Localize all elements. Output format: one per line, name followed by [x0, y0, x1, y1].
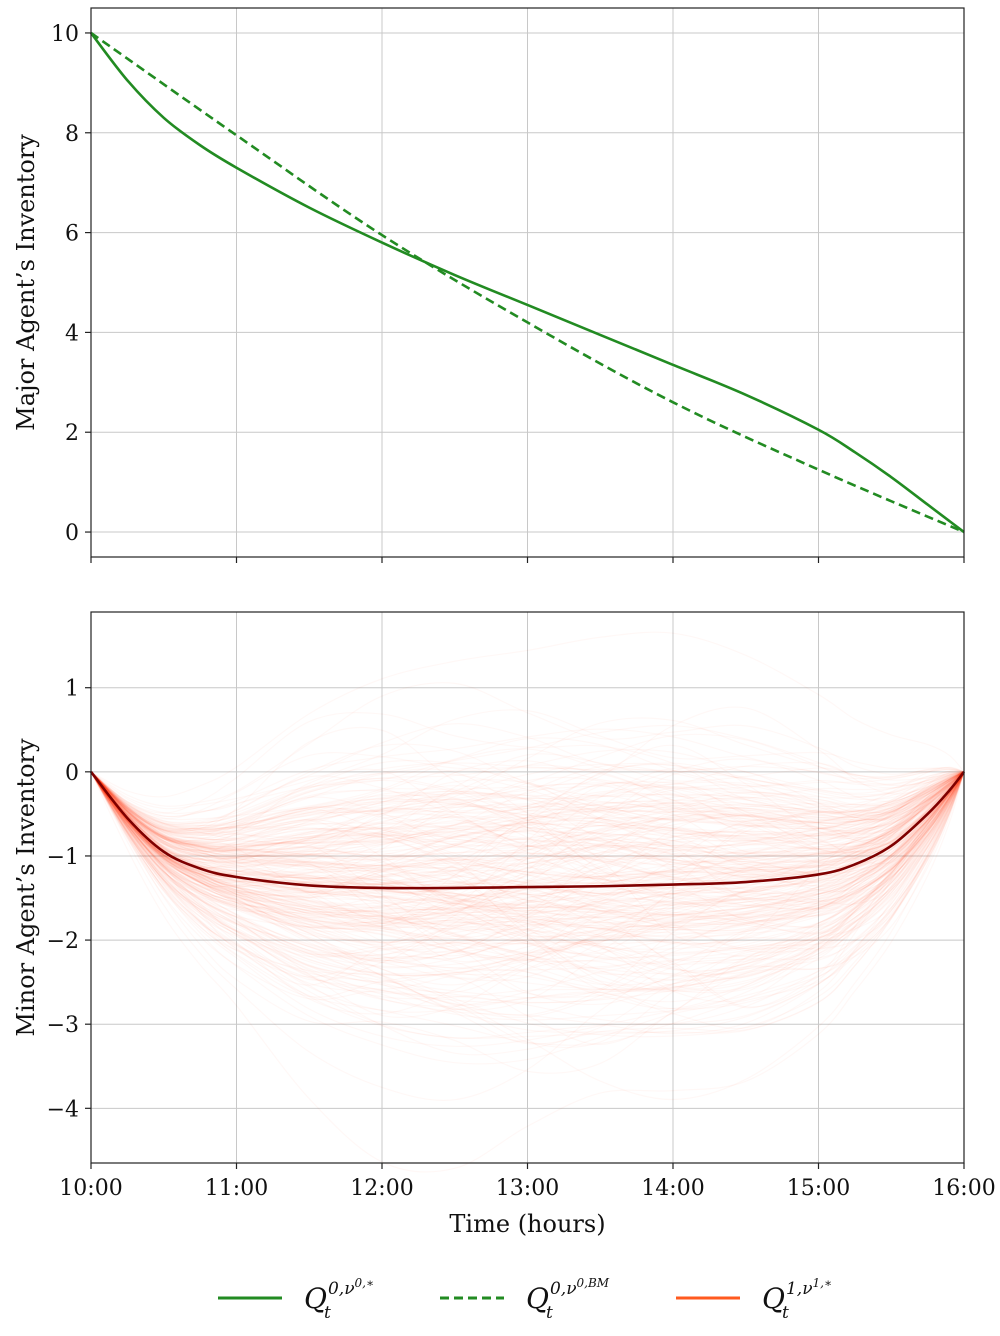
- y-tick-label: 6: [65, 222, 79, 247]
- y-tick-label: −2: [47, 929, 79, 954]
- y-tick-label: 4: [65, 321, 79, 346]
- bottom-y-axis-label: Minor Agent’s Inventory: [12, 738, 40, 1037]
- x-tick-label: 14:00: [641, 1176, 704, 1201]
- bottom-series: [89, 771, 966, 890]
- x-tick-label: 15:00: [787, 1176, 850, 1201]
- x-axis-label: Time (hours): [449, 1210, 605, 1238]
- minor-agent-panel: −4 −3 −2 −1 0 1 10:00 11:00 12:00 13:00 14:00 15:00…: [12, 611, 996, 1238]
- x-tick-label: 10:00: [59, 1176, 122, 1201]
- y-tick-label: 10: [51, 22, 79, 47]
- legend-label: Q0,ν0,BM t: [526, 1276, 610, 1323]
- x-tick-label: 11:00: [205, 1176, 268, 1201]
- top-y-axis-label: Major Agent’s Inventory: [12, 134, 40, 431]
- bottom-ticks: −4 −3 −2 −1 0 1 10:00 11:00 12:00 13:00 14:00 15:00…: [47, 677, 996, 1201]
- legend-label: Q1,ν1,∗ t: [762, 1276, 832, 1323]
- x-tick-label: 16:00: [932, 1176, 995, 1201]
- legend-label: Q0,ν0,∗ t: [304, 1276, 374, 1323]
- major-agent-panel: 0 2 4 6 8 10 Major Agent’s Inventory: [12, 7, 965, 563]
- y-tick-label: 0: [65, 521, 79, 546]
- series-line-mean: [89, 771, 966, 890]
- top-ticks: 0 2 4 6 8 10: [51, 22, 965, 563]
- x-tick-label: 12:00: [350, 1176, 413, 1201]
- top-series: [89, 31, 965, 534]
- y-tick-label: −4: [47, 1097, 79, 1122]
- y-tick-label: 1: [65, 677, 79, 702]
- y-tick-label: 0: [65, 761, 79, 786]
- y-tick-label: −3: [47, 1013, 79, 1038]
- y-tick-label: −1: [47, 845, 79, 870]
- x-tick-label: 13:00: [496, 1176, 559, 1201]
- series-line-optimal: [89, 32, 965, 534]
- y-tick-label: 8: [65, 122, 79, 147]
- top-grid: [90, 8, 965, 557]
- legend: Q0,ν0,∗ t Q0,ν0,BM t Q1,ν1,∗ t: [218, 1276, 832, 1323]
- y-tick-label: 2: [65, 421, 79, 446]
